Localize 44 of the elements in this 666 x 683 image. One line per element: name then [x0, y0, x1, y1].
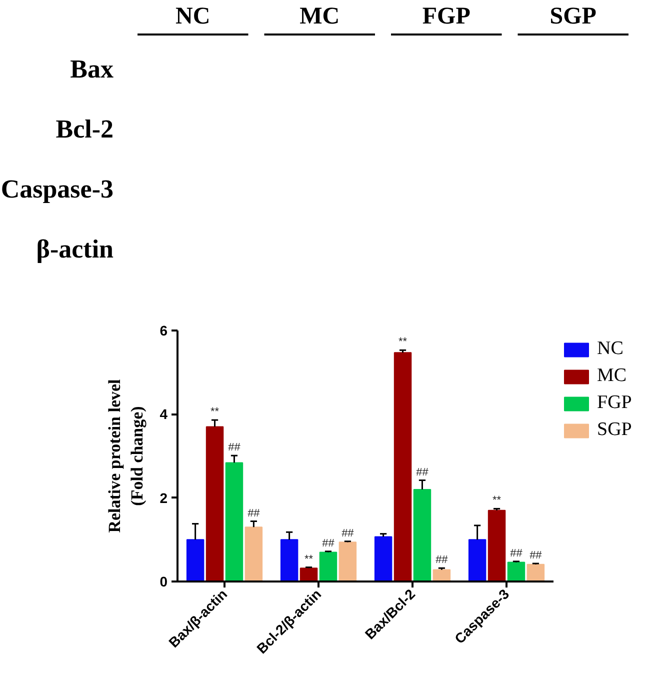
category-label: Bcl-2: [56, 114, 114, 144]
bar: [507, 562, 526, 582]
bar: [394, 352, 412, 582]
category-label: MC: [300, 4, 340, 30]
data-label: **: [304, 553, 314, 566]
bar: [206, 426, 224, 582]
bar: [338, 542, 357, 582]
y-axis-title: Relative protein level (Fold change): [104, 378, 147, 533]
category-label: β-actin: [36, 234, 114, 264]
bar: [468, 539, 486, 582]
data-label: ##: [436, 554, 449, 566]
data-label: **: [210, 406, 220, 418]
y-tick-label: 6: [160, 322, 168, 338]
category-label: Caspase-3: [0, 174, 114, 204]
legend-label: MC: [597, 365, 627, 387]
data-label: ##: [416, 466, 430, 478]
bar: [413, 488, 432, 582]
legend-label: FGP: [597, 392, 632, 414]
bar: [280, 539, 298, 582]
data-label: ##: [510, 547, 524, 560]
data-label: **: [398, 336, 408, 348]
data-label: ##: [228, 442, 242, 454]
bar: [488, 510, 506, 582]
category-label: NC: [176, 4, 210, 30]
category-label: FGP: [422, 4, 470, 30]
y-tick-label: 4: [160, 406, 168, 422]
category-label: SGP: [550, 4, 596, 30]
data-label: **: [492, 494, 502, 507]
data-label: ##: [322, 537, 336, 550]
bar: [244, 526, 263, 582]
bar: [319, 552, 338, 582]
data-label: ##: [248, 507, 261, 520]
category-label: Bax: [70, 54, 114, 84]
y-tick-label: 0: [160, 574, 168, 590]
legend-label: SGP: [597, 419, 632, 441]
bar: [526, 564, 545, 582]
data-label: ##: [530, 550, 543, 562]
legend-label: NC: [597, 338, 624, 360]
y-tick-label: 2: [160, 490, 168, 506]
bar: [374, 536, 392, 582]
bar: [225, 462, 244, 582]
data-label: ##: [342, 527, 355, 540]
bar: [186, 539, 204, 582]
bar: [300, 568, 318, 582]
